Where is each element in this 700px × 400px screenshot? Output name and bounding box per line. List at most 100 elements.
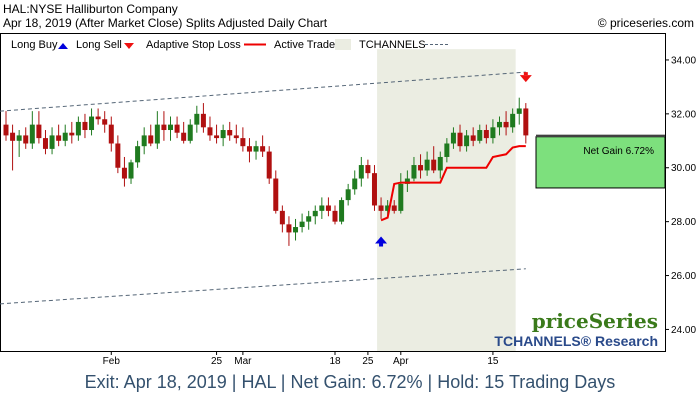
candle [141,127,147,155]
candle-body [431,159,437,171]
candle [200,103,206,133]
candle [161,111,167,141]
candle [227,121,233,141]
candle [3,111,9,141]
candle [365,159,371,179]
candle [299,213,305,233]
candle-body [42,138,48,149]
candle [168,116,173,141]
candle-body [214,135,220,139]
candle-body [483,130,489,139]
long-buy-arrow-icon [58,43,68,49]
tchannels-lines [0,71,526,305]
candle-body [233,135,239,139]
active-trade-zone [377,49,516,351]
y-tick-label: 28.00 [671,217,696,228]
candle-body [49,135,55,149]
x-tick-label: Mar [234,356,252,367]
candle [464,130,470,152]
candle-body [299,221,305,228]
candle-body [503,121,509,128]
candle-body [16,135,22,141]
candle [82,113,88,139]
candle-body [450,132,456,144]
candle [260,135,266,157]
candle [273,170,279,214]
candle-body [464,135,470,147]
candle-body [154,124,160,144]
adaptive-stop-loss-line [380,145,526,222]
candle-body [121,167,127,179]
candle-body [510,113,516,128]
legend-active-trade: Active Trade [274,39,335,51]
candle [510,108,516,133]
candle [503,111,509,136]
candle [450,127,456,149]
candle [418,154,424,179]
legend-long-buy: Long Buy [11,39,58,51]
candle-body [246,146,252,152]
candle [154,111,160,149]
candle [378,197,384,219]
candle-body [437,156,443,171]
y-tick-label: 32.00 [671,109,696,120]
legend: Long Buy Long Sell Adaptive Stop Loss Ac… [11,39,449,51]
candle [62,124,68,147]
chart-subtitle: Apr 18, 2019 (After Market Close) Splits… [3,16,328,30]
candle [325,197,331,217]
x-tick-label: 18 [329,356,341,367]
candle-body [424,159,430,171]
candle-body [273,178,279,211]
candle-body [365,165,371,174]
x-tick-label: 25 [362,356,374,367]
candle-body [69,132,75,136]
candle [358,156,364,187]
candle-body [82,121,88,131]
candle [424,151,430,176]
trade-markers [375,72,532,247]
candle [293,218,299,241]
trade-summary-footer: Exit: Apr 18, 2019 | HAL | Net Gain: 6.7… [84,372,616,392]
candle-body [227,130,233,136]
candle [174,116,180,139]
chart-title: HAL:NYSE Halliburton Company [3,2,178,16]
candle-body [108,124,114,144]
candle-body [62,132,68,141]
active-trade-swatch [335,39,351,50]
candle-body [279,210,285,225]
candle [102,111,108,133]
candle [253,140,259,160]
candle [352,170,358,195]
y-tick-label: 24.00 [671,325,696,336]
candle [95,108,101,125]
candle [220,124,226,147]
candle [266,146,272,184]
priceseries-logo: priceSeries [532,309,658,333]
candle-body [135,146,141,163]
candle-body [523,108,529,136]
tchannel-upper-line [0,71,526,112]
candle-body [128,162,134,179]
candle [345,183,351,206]
candle [516,97,522,125]
candle-body [194,113,200,125]
candle [69,121,75,144]
candle-body [10,132,16,141]
candles-group [3,97,529,246]
candle-body [516,108,522,114]
candle [398,173,404,214]
x-tick-label: Feb [103,356,121,367]
candle [10,124,16,171]
candle-body [260,146,266,152]
legend-adaptive-stop: Adaptive Stop Loss [146,39,241,51]
candle-body [477,130,483,141]
candle [490,119,496,144]
candle-body [306,216,312,222]
candle [523,103,529,144]
y-tick-label: 34.00 [671,55,696,66]
legend-long-sell: Long Sell [76,39,122,51]
candle-body [181,132,187,141]
candle [121,156,127,187]
candle [207,116,213,141]
